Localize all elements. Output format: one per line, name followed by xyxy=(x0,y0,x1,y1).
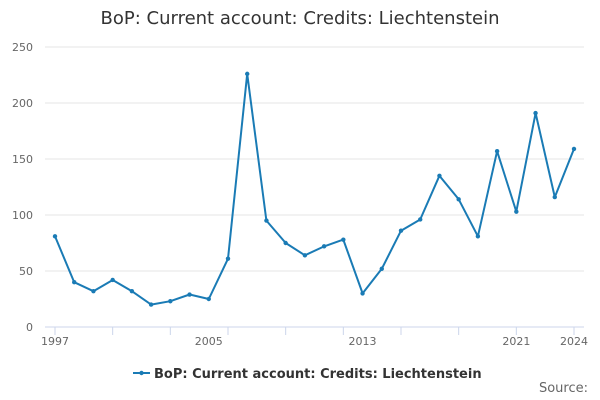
x-tick-label: 2013 xyxy=(349,335,377,348)
data-point[interactable] xyxy=(168,299,173,304)
data-point[interactable] xyxy=(437,173,442,178)
source-label: Source: xyxy=(538,381,588,396)
x-axis-tick-labels: 1997 2005 2013 2021 2024 xyxy=(41,335,588,348)
y-tick-label: 100 xyxy=(12,209,33,222)
x-tick-label: 2024 xyxy=(560,335,588,348)
data-point[interactable] xyxy=(206,296,211,302)
data-point[interactable] xyxy=(475,234,481,239)
data-point[interactable] xyxy=(360,291,365,296)
data-point[interactable] xyxy=(302,253,308,258)
legend-marker xyxy=(139,370,144,376)
x-tick-label: 2005 xyxy=(195,335,223,348)
data-point[interactable] xyxy=(494,148,500,154)
x-tick-label: 2021 xyxy=(502,335,530,348)
y-axis-tick-labels: 0 50 100 150 200 250 xyxy=(12,41,33,334)
y-tick-label: 0 xyxy=(26,321,33,334)
legend-label: BoP: Current account: Credits: Liechtens… xyxy=(154,367,482,382)
data-point[interactable] xyxy=(245,71,250,77)
data-point[interactable] xyxy=(321,244,327,249)
series-line xyxy=(54,72,575,306)
x-axis xyxy=(45,326,584,335)
data-point[interactable] xyxy=(379,266,384,271)
data-point[interactable] xyxy=(52,234,58,239)
data-point[interactable] xyxy=(456,197,461,202)
chart-title: BoP: Current account: Credits: Liechtens… xyxy=(100,8,500,29)
data-point[interactable] xyxy=(398,228,404,233)
data-point[interactable] xyxy=(148,302,154,307)
data-point[interactable] xyxy=(129,288,135,294)
data-point[interactable] xyxy=(91,288,96,294)
data-point[interactable] xyxy=(283,240,288,246)
data-point[interactable] xyxy=(533,110,538,116)
data-point[interactable] xyxy=(264,218,269,223)
y-tick-label: 150 xyxy=(12,153,33,166)
series-group xyxy=(52,71,577,307)
data-point[interactable] xyxy=(571,146,577,152)
gridlines xyxy=(45,46,584,272)
data-point[interactable] xyxy=(514,209,519,214)
data-point[interactable] xyxy=(552,194,557,200)
data-point[interactable] xyxy=(341,237,346,242)
data-point[interactable] xyxy=(110,277,115,283)
data-point[interactable] xyxy=(418,217,423,222)
data-point[interactable] xyxy=(225,256,231,261)
data-point[interactable] xyxy=(72,280,77,285)
x-tick-label: 1997 xyxy=(41,335,69,348)
data-point[interactable] xyxy=(187,292,192,297)
y-tick-label: 50 xyxy=(19,265,33,278)
y-tick-label: 200 xyxy=(12,97,33,110)
y-tick-label: 250 xyxy=(12,41,33,54)
legend[interactable]: BoP: Current account: Credits: Liechtens… xyxy=(133,367,482,382)
